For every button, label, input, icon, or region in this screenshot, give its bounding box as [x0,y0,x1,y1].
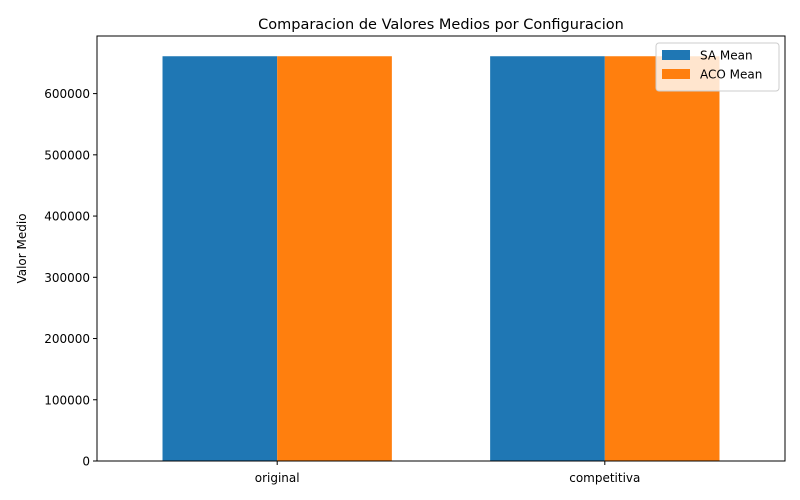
y-axis-label: Valor Medio [15,213,29,283]
y-tick-label: 0 [82,455,90,469]
legend-items: SA Mean ACO Mean [662,49,762,82]
legend-swatch [662,69,690,79]
chart-title: Comparacion de Valores Medios por Config… [258,17,624,33]
x-tick-label: original [255,471,300,485]
bars-layer [162,56,720,462]
x-tick-label: competitiva [569,471,640,485]
legend-swatch [662,50,690,60]
bar-sa-mean-competitiva [490,56,605,462]
y-tick-label: 100000 [44,393,90,407]
plot-frame [96,35,786,462]
bar-aco-mean-competitiva [604,56,720,462]
bar-sa-mean-original [162,56,278,462]
y-tick-label: 500000 [44,148,90,162]
y-axis-ticks: 0 100000 200000 300000 400000 500000 600000 [44,87,97,469]
legend-label: SA Mean [700,49,753,63]
bar-aco-mean-original [277,56,392,462]
y-tick-label: 400000 [44,210,90,224]
y-tick-label: 600000 [44,87,90,101]
legend-label: ACO Mean [700,68,762,82]
y-tick-label: 300000 [44,271,90,285]
y-tick-label: 200000 [44,332,90,346]
x-axis-ticks: original competitiva [255,461,640,485]
legend: SA Mean ACO Mean [655,42,780,92]
